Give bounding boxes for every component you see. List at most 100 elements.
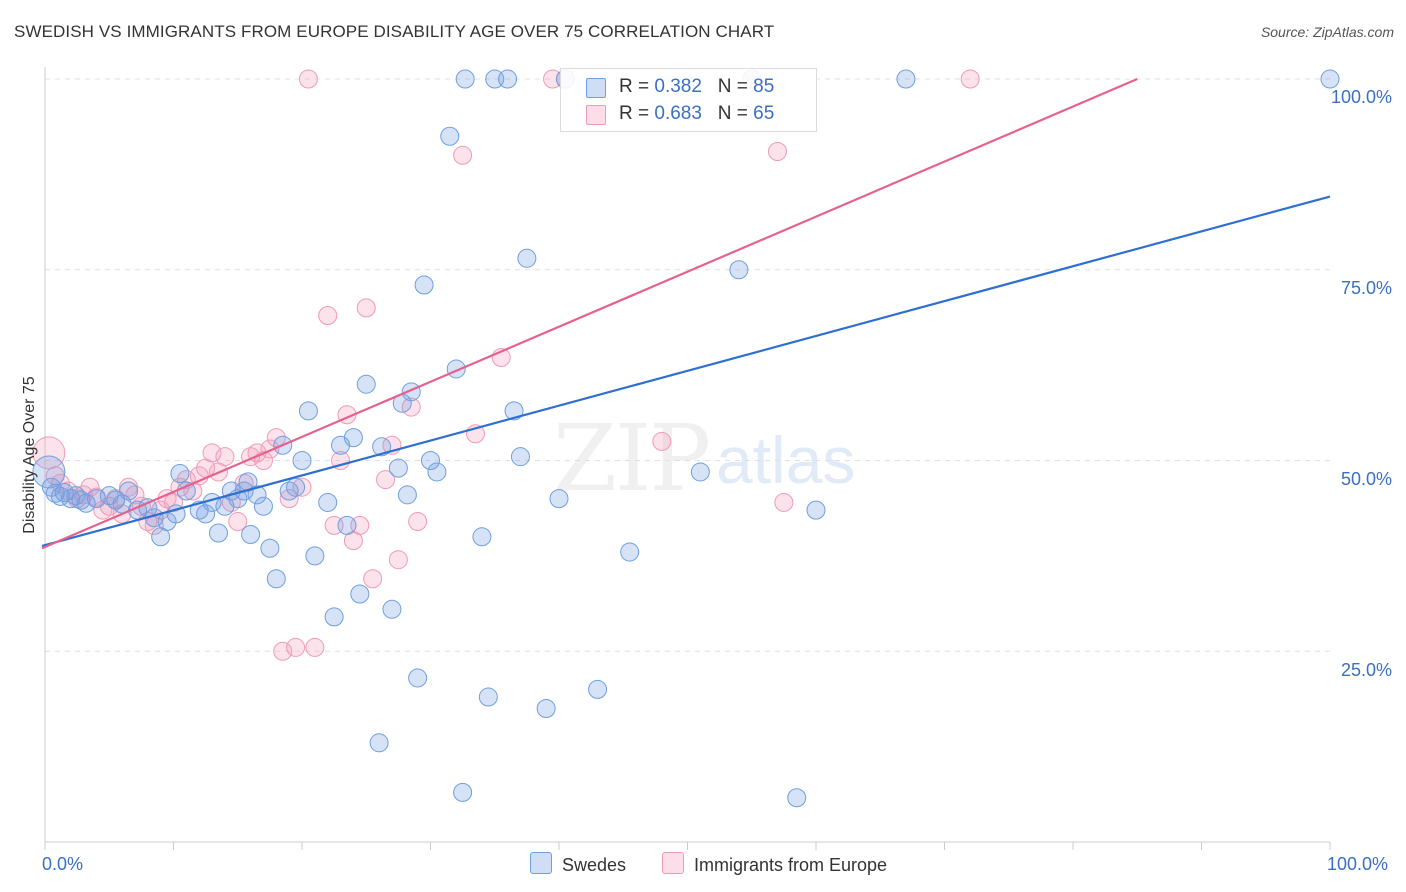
data-point-swedes — [517, 248, 537, 268]
data-point-europe — [228, 512, 248, 532]
data-point-swedes — [119, 481, 139, 501]
y-tick-label-100: 100.0% — [1330, 87, 1392, 107]
stats-legend: R = 0.382 N = 85 R = 0.683 N = 65 — [560, 68, 817, 132]
data-point-swedes — [356, 374, 376, 394]
grid-lines — [45, 78, 1330, 652]
data-point-swedes — [427, 462, 447, 482]
data-point-swedes — [372, 437, 392, 457]
data-point-europe — [266, 428, 286, 448]
data-point-swedes — [337, 515, 357, 535]
data-point-europe — [408, 512, 428, 532]
data-point-swedes — [71, 490, 91, 510]
data-point-swedes — [806, 500, 826, 520]
data-point-europe — [318, 306, 338, 326]
data-point-swedes — [536, 698, 556, 718]
legend-label-europe: Immigrants from Europe — [694, 855, 888, 875]
data-point-europe — [298, 69, 318, 89]
data-point-swedes — [86, 489, 106, 509]
legend-item-swedes: Swedes — [530, 852, 626, 876]
data-point-swedes — [478, 687, 498, 707]
data-point-swedes — [896, 69, 916, 89]
series-immigrants-from-europe — [32, 69, 980, 661]
data-point-europe — [273, 641, 293, 661]
data-point-swedes — [388, 458, 408, 478]
r-label: R = — [619, 76, 655, 97]
data-point-swedes — [241, 525, 261, 545]
data-point-swedes — [787, 788, 807, 808]
data-point-europe — [331, 451, 351, 470]
data-point-swedes — [318, 492, 338, 512]
data-point-swedes — [260, 538, 280, 558]
legend-swatch-swedes — [530, 852, 552, 874]
data-point-europe — [767, 141, 787, 161]
data-point-swedes — [324, 607, 344, 627]
trend-line-europe — [41, 77, 1138, 550]
data-point-europe — [376, 470, 396, 490]
trend-lines — [41, 77, 1331, 550]
data-point-swedes — [286, 477, 306, 497]
data-point-europe — [286, 637, 306, 657]
data-point-swedes — [382, 599, 402, 619]
data-point-swedes — [504, 401, 524, 421]
data-point-swedes — [369, 733, 389, 753]
data-point-swedes — [414, 275, 434, 295]
data-point-swedes — [343, 428, 363, 448]
data-point-europe — [292, 477, 312, 497]
data-point-europe — [453, 145, 473, 165]
data-point-swedes — [253, 496, 273, 516]
legend-swatch-europe — [662, 852, 684, 874]
data-point-swedes — [305, 546, 325, 566]
data-point-swedes — [498, 69, 518, 89]
data-point-swedes — [408, 668, 428, 688]
r-value: 0.683 — [654, 103, 702, 124]
data-point-swedes — [549, 489, 569, 509]
data-point-swedes — [350, 584, 370, 604]
data-point-europe — [215, 447, 235, 467]
data-point-europe — [774, 492, 794, 512]
n-value: 85 — [753, 76, 775, 97]
y-axis-title: Disability Age Over 75 — [21, 376, 38, 534]
data-point-swedes — [76, 493, 96, 513]
chart-title: SWEDISH VS IMMIGRANTS FROM EUROPE DISABI… — [14, 22, 775, 41]
data-point-europe — [388, 550, 408, 570]
legend-item-europe: Immigrants from Europe — [662, 852, 887, 876]
data-point-europe — [202, 443, 222, 463]
watermark-zip: ZIP — [553, 405, 711, 512]
data-point-europe — [189, 466, 209, 486]
r-value: 0.382 — [654, 76, 702, 97]
data-point-swedes — [397, 485, 417, 505]
axes — [44, 67, 1331, 850]
data-point-swedes — [196, 504, 216, 524]
legend-label-swedes: Swedes — [562, 855, 627, 875]
n-label: N = — [717, 76, 754, 97]
series-swedes — [32, 69, 1340, 808]
r-label: R = — [619, 103, 655, 124]
n-value: 65 — [753, 103, 775, 124]
data-point-swedes — [266, 569, 286, 589]
data-point-europe — [305, 637, 325, 657]
x-tick-label-100: 100.0% — [1327, 854, 1389, 874]
x-tick-label-0: 0.0% — [42, 854, 84, 874]
data-point-europe — [652, 431, 672, 451]
data-point-swedes — [620, 542, 640, 562]
data-point-swedes — [729, 260, 749, 280]
data-point-swedes — [1320, 69, 1340, 89]
data-point-swedes — [247, 485, 267, 505]
swedes-swatch — [586, 78, 606, 98]
data-point-swedes — [453, 782, 473, 802]
y-tick-label-25: 25.0% — [1340, 660, 1392, 680]
data-point-europe — [356, 298, 376, 318]
data-point-swedes — [472, 527, 492, 547]
europe-swatch — [586, 105, 606, 125]
y-tick-label-50: 50.0% — [1340, 469, 1392, 489]
data-point-swedes — [588, 679, 608, 699]
data-point-swedes — [440, 126, 460, 146]
data-point-swedes — [510, 447, 530, 467]
data-point-swedes — [170, 463, 190, 483]
n-label: N = — [717, 103, 754, 124]
data-point-swedes — [690, 462, 710, 482]
data-point-swedes — [292, 451, 312, 470]
data-point-swedes — [298, 401, 318, 421]
data-point-europe — [960, 69, 980, 89]
